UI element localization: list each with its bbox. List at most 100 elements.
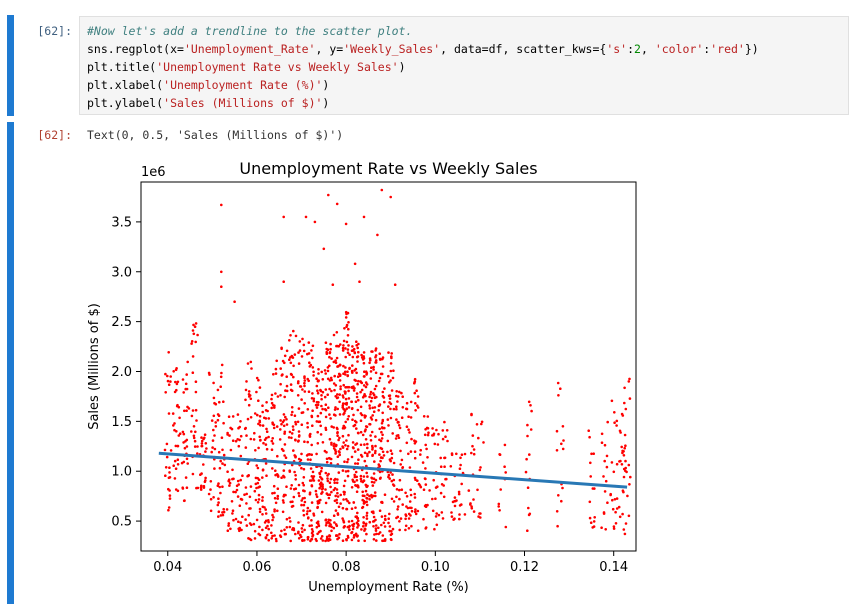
scatter-point xyxy=(592,452,595,456)
scatter-point xyxy=(274,473,277,477)
scatter-point xyxy=(362,521,365,524)
scatter-point xyxy=(460,482,464,486)
scatter-point xyxy=(279,419,282,422)
scatter-point xyxy=(618,515,622,519)
code-token: 'red' xyxy=(710,42,745,56)
scatter-point xyxy=(282,501,285,504)
scatter-point xyxy=(443,456,447,460)
scatter-point xyxy=(432,432,436,436)
scatter-point xyxy=(395,434,399,438)
scatter-point xyxy=(232,518,235,522)
scatter-point xyxy=(369,434,372,437)
scatter-point xyxy=(361,525,365,528)
scatter-point xyxy=(271,422,275,426)
scatter-point xyxy=(257,399,260,403)
scatter-point xyxy=(528,512,532,516)
code-token: , xyxy=(640,42,655,56)
scatter-point xyxy=(327,537,331,541)
code-text[interactable]: #Now let's add a trendline to the scatte… xyxy=(87,22,759,112)
scatter-point xyxy=(190,340,194,343)
scatter-point xyxy=(191,409,195,412)
scatter-point xyxy=(377,526,380,530)
scatter-point xyxy=(321,539,325,542)
scatter-point xyxy=(352,424,356,428)
scatter-point xyxy=(559,387,562,391)
scatter-point xyxy=(390,532,394,536)
scatter-point xyxy=(238,504,242,508)
scatter-point xyxy=(335,501,339,505)
scatter-point xyxy=(164,372,167,376)
x-tick-label: 0.14 xyxy=(599,560,628,575)
scatter-point xyxy=(330,378,334,382)
scatter-point xyxy=(257,493,261,497)
scatter-point xyxy=(231,439,235,443)
scatter-point xyxy=(288,358,291,361)
scatter-point xyxy=(319,424,323,428)
scatter-point xyxy=(185,409,188,413)
scatter-point xyxy=(316,391,320,395)
input-cell[interactable]: [62]: #Now let's add a trendline to the … xyxy=(0,12,849,116)
scatter-point xyxy=(374,527,378,530)
scatter-point xyxy=(316,532,319,536)
scatter-point xyxy=(165,455,169,459)
scatter-point xyxy=(342,383,346,387)
scatter-point xyxy=(398,520,401,523)
scatter-point xyxy=(194,408,198,412)
scatter-point xyxy=(292,495,296,499)
scatter-point xyxy=(346,499,349,503)
scatter-point xyxy=(297,483,301,487)
scatter-point xyxy=(336,431,339,435)
scatter-point xyxy=(289,520,292,523)
scatter-point xyxy=(346,474,350,478)
scatter-point xyxy=(294,334,298,338)
scatter-point xyxy=(272,516,275,519)
scatter-point xyxy=(386,418,390,421)
scatter-point xyxy=(274,372,278,375)
scatter-point xyxy=(258,386,262,389)
scatter-point xyxy=(270,524,273,527)
scatter-point xyxy=(359,419,363,423)
scatter-point xyxy=(282,493,286,497)
scatter-point xyxy=(342,526,346,529)
scatter-point xyxy=(219,385,222,389)
scatter-point xyxy=(561,486,564,490)
scatter-point xyxy=(285,384,289,388)
scatter-point xyxy=(405,441,409,445)
code-token: 'Weekly_Sales' xyxy=(343,42,441,56)
scatter-point xyxy=(374,524,378,527)
scatter-point xyxy=(246,362,250,365)
scatter-point xyxy=(310,484,314,487)
scatter-point xyxy=(327,518,331,522)
scatter-point xyxy=(333,521,336,524)
scatter-point xyxy=(378,427,382,431)
scatter-point xyxy=(216,503,220,507)
scatter-point xyxy=(321,483,324,486)
scatter-point xyxy=(284,456,288,460)
scatter-point xyxy=(270,531,273,535)
scatter-point xyxy=(389,449,393,453)
scatter-point xyxy=(329,347,332,351)
scatter-point xyxy=(301,523,305,527)
scatter-point xyxy=(172,424,175,427)
code-token: ) xyxy=(398,60,406,74)
scatter-point xyxy=(365,517,369,520)
scatter-point xyxy=(362,355,366,358)
scatter-point xyxy=(604,528,607,531)
scatter-point xyxy=(407,527,411,530)
scatter-point xyxy=(175,404,179,408)
scatter-point xyxy=(382,454,386,457)
scatter-point xyxy=(285,375,289,378)
scatter-point xyxy=(185,445,189,448)
scatter-point xyxy=(312,514,316,517)
scatter-point xyxy=(424,477,427,481)
scatter-point xyxy=(350,507,354,511)
scatter-point xyxy=(370,366,373,369)
scatter-point xyxy=(353,351,357,355)
scatter-point xyxy=(415,389,418,393)
scatter-point xyxy=(289,487,293,490)
scatter-point xyxy=(288,516,291,520)
code-editor[interactable]: #Now let's add a trendline to the scatte… xyxy=(79,16,849,115)
scatter-point xyxy=(422,415,426,418)
scatter-point xyxy=(167,383,171,387)
scatter-point xyxy=(345,323,349,327)
